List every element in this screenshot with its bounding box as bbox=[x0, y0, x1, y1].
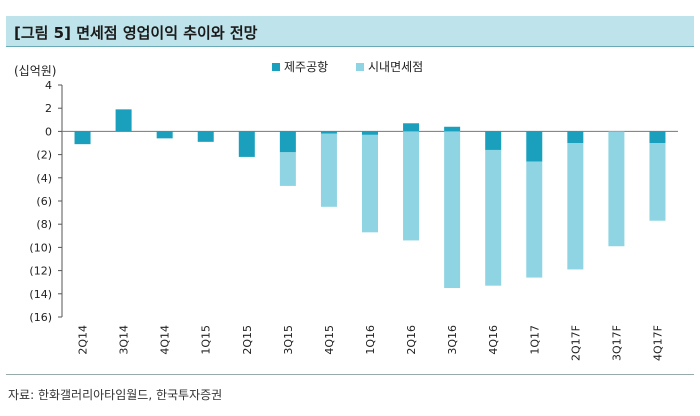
legend-swatch bbox=[272, 63, 280, 71]
x-tick-label: 3Q14 bbox=[118, 325, 131, 355]
y-tick-label: 2 bbox=[45, 102, 52, 115]
y-tick-label: (16) bbox=[29, 311, 52, 324]
y-tick-label: (10) bbox=[29, 241, 52, 254]
bar-jeju bbox=[156, 131, 173, 139]
bar-downtown bbox=[403, 131, 420, 241]
x-axis: 2Q14 3Q14 4Q14 1Q15 2Q15 3Q15 4Q15 1Q16 2Q16 3Q16… bbox=[77, 325, 665, 361]
page-title: [그림 5] 면세점 영업이익 추이와 전망 bbox=[14, 24, 258, 42]
bar-jeju bbox=[279, 131, 296, 153]
bar-downtown bbox=[567, 143, 584, 270]
y-tick-label: (4) bbox=[36, 172, 52, 185]
x-tick-label: 3Q17F bbox=[610, 325, 623, 361]
x-tick-label: 2Q14 bbox=[77, 325, 90, 355]
bar-jeju bbox=[567, 131, 584, 143]
title-bar: [그림 5] 면세점 영업이익 추이와 전망 bbox=[6, 16, 694, 47]
x-tick-label: 2Q15 bbox=[241, 325, 254, 355]
x-tick-label: 4Q17F bbox=[651, 325, 664, 361]
x-tick-label: 1Q16 bbox=[364, 325, 377, 355]
bar-downtown bbox=[485, 149, 502, 286]
x-tick-label: 2Q16 bbox=[405, 325, 418, 355]
legend-swatch bbox=[356, 63, 364, 71]
bar-jeju bbox=[403, 123, 420, 132]
bar-jeju bbox=[526, 131, 543, 162]
y-tick-label: (6) bbox=[36, 195, 52, 208]
y-tick-label: 4 bbox=[45, 79, 52, 92]
bar-chart: (십억원) 제주공항 시내면세점 4 2 0 (2) (4) (6) (8) (10) (12) (… bbox=[14, 60, 678, 361]
bar-jeju bbox=[197, 131, 214, 142]
bar-downtown bbox=[608, 131, 625, 247]
x-tick-label: 1Q15 bbox=[200, 325, 213, 355]
bar-jeju bbox=[444, 126, 461, 132]
source-note: 자료: 한화갤러리아타임월드, 한국투자증권 bbox=[8, 388, 223, 402]
bar-jeju bbox=[362, 131, 378, 135]
y-tick-label: (14) bbox=[29, 288, 52, 301]
bar-downtown bbox=[444, 131, 461, 288]
y-tick-label: (2) bbox=[36, 149, 52, 162]
bar-jeju bbox=[238, 131, 255, 157]
bar-downtown bbox=[279, 152, 296, 186]
bar-jeju bbox=[485, 131, 502, 150]
bars bbox=[74, 109, 666, 288]
x-tick-label: 4Q15 bbox=[323, 325, 336, 355]
x-tick-label: 3Q15 bbox=[282, 325, 295, 355]
legend: 제주공항 시내면세점 bbox=[272, 60, 423, 74]
bar-jeju bbox=[74, 131, 91, 145]
x-tick-label: 1Q17 bbox=[528, 325, 541, 355]
bar-jeju bbox=[649, 131, 666, 143]
legend-label: 제주공항 bbox=[284, 60, 328, 74]
bar-jeju bbox=[115, 109, 132, 132]
x-tick-label: 4Q16 bbox=[487, 325, 500, 355]
x-tick-label: 2Q17F bbox=[569, 325, 582, 361]
chart-frame: (십억원) 제주공항 시내면세점 4 2 0 (2) (4) (6) (8) (10) (12) (… bbox=[6, 47, 694, 375]
y-tick-label: (12) bbox=[29, 265, 52, 278]
y-axis: 4 2 0 (2) (4) (6) (8) (10) (12) (14) (16) bbox=[29, 79, 678, 324]
x-tick-label: 3Q16 bbox=[446, 325, 459, 355]
bar-downtown bbox=[526, 161, 543, 278]
bar-downtown bbox=[320, 133, 337, 207]
bar-jeju bbox=[320, 131, 337, 134]
bar-downtown bbox=[362, 134, 378, 233]
x-tick-label: 4Q14 bbox=[159, 325, 172, 355]
y-tick-label: 0 bbox=[45, 125, 52, 138]
y-unit-label: (십억원) bbox=[14, 64, 56, 78]
legend-label: 시내면세점 bbox=[368, 60, 423, 74]
y-tick-label: (8) bbox=[36, 218, 52, 231]
bar-downtown bbox=[649, 143, 666, 221]
